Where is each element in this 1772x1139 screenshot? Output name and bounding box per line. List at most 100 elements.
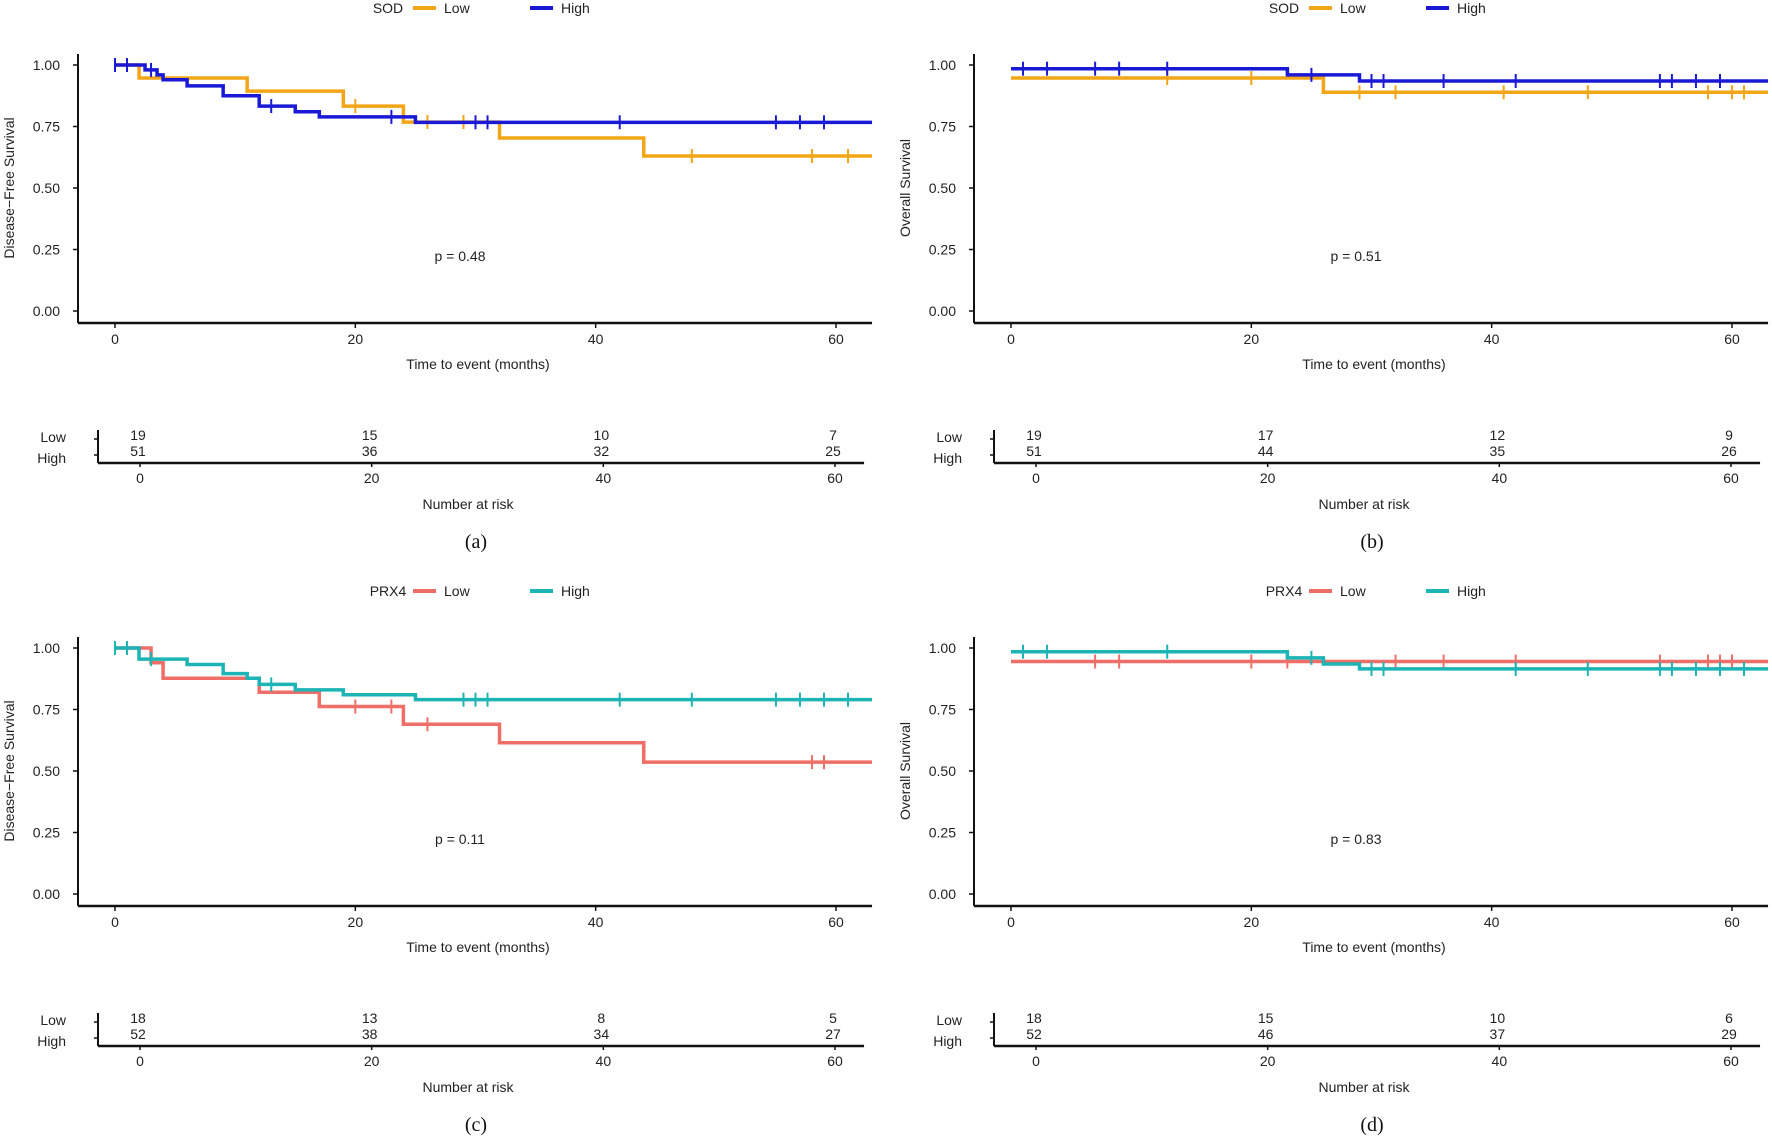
y-tick-label: 0.25 — [33, 242, 60, 258]
panel-caption: (c) — [465, 1114, 487, 1136]
risk-count: 19 — [1026, 427, 1042, 443]
risk-row-label-high: High — [933, 450, 962, 466]
risk-count: 51 — [130, 443, 146, 459]
legend-label-high: High — [561, 583, 590, 599]
risk-count: 25 — [825, 443, 841, 459]
risk-table-title: Number at risk — [1318, 1079, 1410, 1095]
risk-count: 10 — [1490, 1010, 1506, 1026]
x-axis-label: Time to event (months) — [406, 356, 549, 372]
risk-row-label-high: High — [37, 450, 66, 466]
risk-x-tick-label: 60 — [827, 1053, 843, 1069]
x-tick-label: 20 — [348, 331, 364, 347]
risk-count: 10 — [594, 427, 610, 443]
x-tick-label: 60 — [828, 914, 844, 930]
risk-row-label-high: High — [933, 1033, 962, 1049]
legend-label-high: High — [1457, 583, 1486, 599]
p-value: p = 0.51 — [1331, 248, 1382, 264]
y-tick-label: 0.75 — [33, 702, 60, 718]
risk-count: 8 — [597, 1010, 605, 1026]
risk-count: 32 — [594, 443, 610, 459]
risk-count: 19 — [130, 427, 146, 443]
risk-count: 18 — [1026, 1010, 1042, 1026]
p-value: p = 0.48 — [435, 248, 486, 264]
risk-count: 29 — [1721, 1026, 1737, 1042]
y-tick-label: 0.00 — [33, 886, 60, 902]
risk-x-tick-label: 40 — [596, 470, 612, 486]
y-tick-label: 0.75 — [929, 119, 956, 135]
y-tick-label: 0.75 — [929, 702, 956, 718]
y-axis-label: Overall Survival — [897, 139, 913, 237]
legend-label-low: Low — [444, 583, 471, 599]
x-tick-label: 20 — [348, 914, 364, 930]
km-panel: SOD Low High 0.00 0.25 0.50 0.75 1.00 0 20 40 60 Tim… — [1, 0, 873, 553]
legend-title: SOD — [373, 0, 403, 16]
risk-table-title: Number at risk — [1318, 496, 1410, 512]
panel-caption: (d) — [1360, 1114, 1383, 1136]
risk-row-label-low: Low — [936, 1012, 963, 1028]
risk-row-label-high: High — [37, 1033, 66, 1049]
legend: PRX4 Low High — [370, 583, 590, 599]
y-tick-label: 0.25 — [929, 242, 956, 258]
y-tick-label: 0.25 — [929, 825, 956, 841]
y-tick-label: 1.00 — [929, 57, 956, 73]
risk-count: 52 — [1026, 1026, 1042, 1042]
x-tick-label: 40 — [1484, 914, 1500, 930]
x-tick-label: 60 — [1724, 914, 1740, 930]
risk-count: 6 — [1725, 1010, 1733, 1026]
legend-label-high: High — [561, 0, 590, 16]
y-tick-label: 0.50 — [929, 763, 956, 779]
x-tick-label: 0 — [1007, 331, 1015, 347]
risk-x-tick-label: 60 — [827, 470, 843, 486]
risk-x-tick-label: 0 — [1032, 1053, 1040, 1069]
legend-title: PRX4 — [370, 583, 407, 599]
x-axis-label: Time to event (months) — [406, 939, 549, 955]
risk-table: Low 19 17 12 9 High 51 44 35 26 0 20 40 60 Number at r… — [933, 427, 1761, 512]
risk-table-title: Number at risk — [422, 496, 514, 512]
p-value: p = 0.83 — [1331, 831, 1382, 847]
km-panel: SOD Low High 0.00 0.25 0.50 0.75 1.00 0 20 40 60 Tim… — [897, 0, 1769, 553]
y-tick-label: 0.50 — [33, 180, 60, 196]
x-tick-label: 20 — [1244, 914, 1260, 930]
risk-count: 51 — [1026, 443, 1042, 459]
legend-title: PRX4 — [1266, 583, 1303, 599]
risk-x-tick-label: 60 — [1723, 1053, 1739, 1069]
x-tick-label: 40 — [1484, 331, 1500, 347]
legend-label-high: High — [1457, 0, 1486, 16]
legend: SOD Low High — [1269, 0, 1486, 16]
risk-count: 38 — [362, 1026, 378, 1042]
y-axis-label: Disease−Free Survival — [1, 117, 17, 258]
x-axis-label: Time to event (months) — [1302, 939, 1445, 955]
x-axis-label: Time to event (months) — [1302, 356, 1445, 372]
risk-x-tick-label: 60 — [1723, 470, 1739, 486]
risk-count: 12 — [1490, 427, 1506, 443]
panel-caption: (b) — [1360, 531, 1383, 553]
x-tick-label: 0 — [111, 331, 119, 347]
risk-x-tick-label: 20 — [364, 1053, 380, 1069]
y-tick-label: 1.00 — [929, 640, 956, 656]
p-value: p = 0.11 — [435, 831, 485, 847]
legend-title: SOD — [1269, 0, 1299, 16]
risk-count: 36 — [362, 443, 378, 459]
risk-count: 5 — [829, 1010, 837, 1026]
risk-table-title: Number at risk — [422, 1079, 514, 1095]
y-tick-label: 0.50 — [929, 180, 956, 196]
risk-table: Low 19 15 10 7 High 51 36 32 25 0 20 40 60 Number at r… — [37, 427, 865, 512]
survival-curve-high — [1011, 649, 1769, 671]
legend: PRX4 Low High — [1266, 583, 1486, 599]
legend-label-low: Low — [1340, 0, 1367, 16]
survival-curve-high — [1011, 66, 1769, 83]
risk-count: 7 — [829, 427, 837, 443]
y-tick-label: 0.50 — [33, 763, 60, 779]
risk-count: 17 — [1258, 427, 1274, 443]
x-tick-label: 40 — [588, 331, 604, 347]
risk-count: 26 — [1721, 443, 1737, 459]
x-tick-label: 60 — [1724, 331, 1740, 347]
y-tick-label: 0.00 — [33, 303, 60, 319]
y-tick-label: 0.75 — [33, 119, 60, 135]
legend-label-low: Low — [1340, 583, 1367, 599]
risk-table: Low 18 13 8 5 High 52 38 34 27 0 20 40 60 Number at ri… — [37, 1010, 865, 1095]
survival-curve-low — [115, 646, 873, 764]
risk-row-label-low: Low — [40, 429, 67, 445]
y-tick-label: 1.00 — [33, 57, 60, 73]
y-tick-label: 0.25 — [33, 825, 60, 841]
